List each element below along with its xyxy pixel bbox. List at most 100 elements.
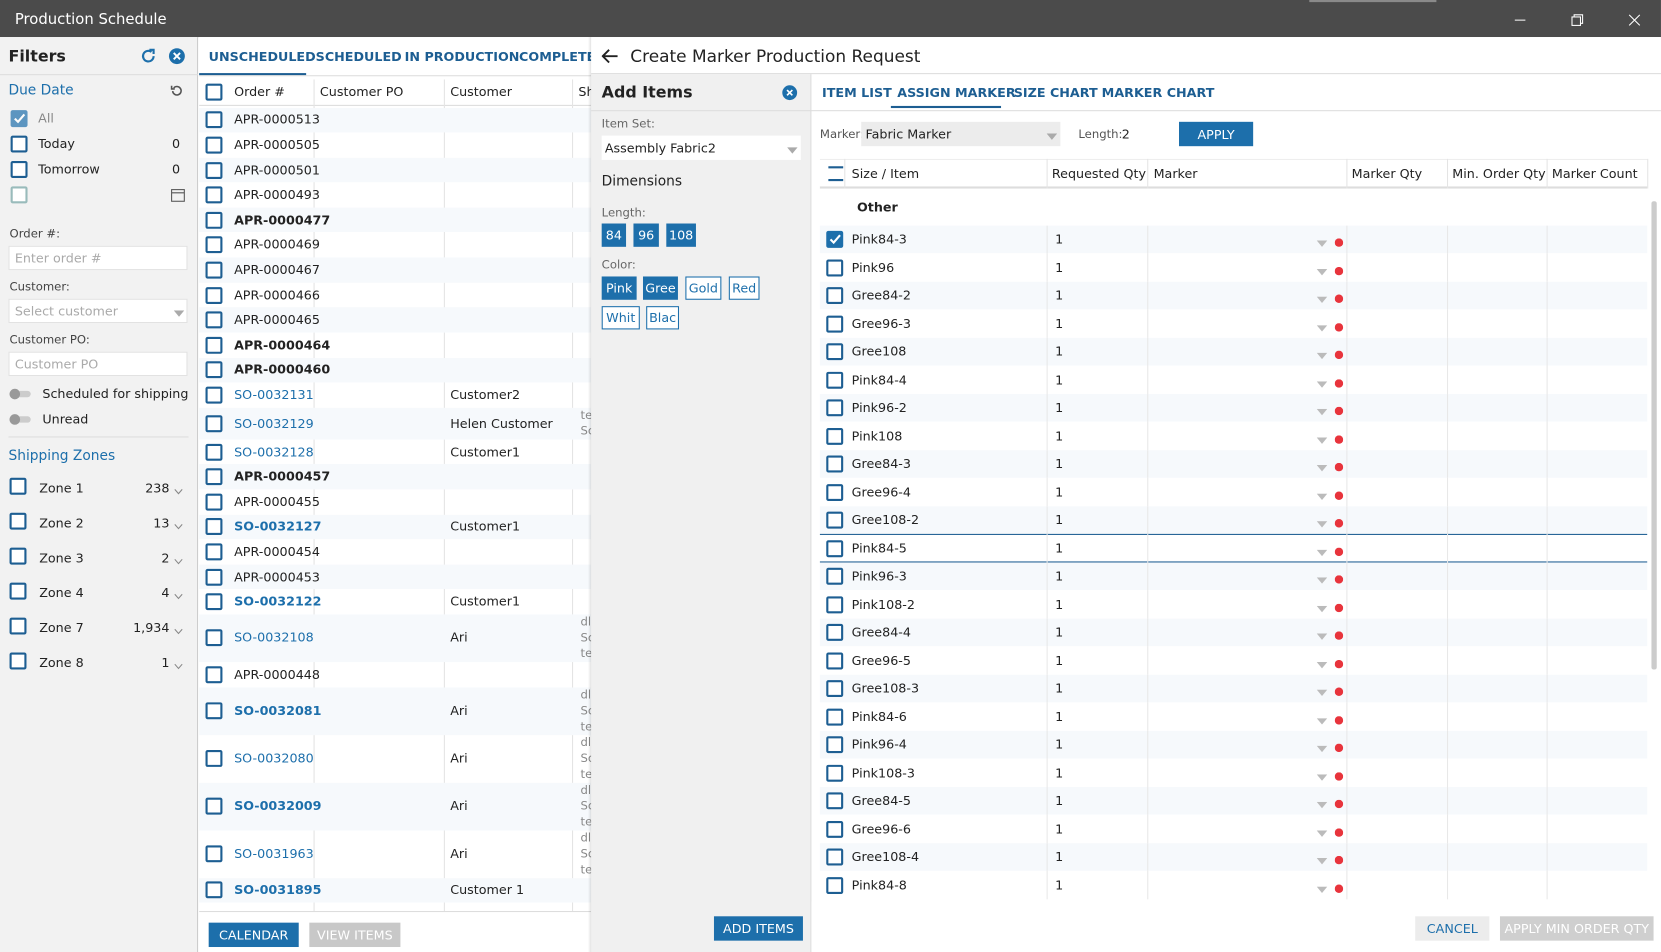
order-number[interactable]: SO-0032080	[234, 750, 314, 766]
marker-dropdown[interactable]	[1316, 826, 1328, 837]
marker-dropdown[interactable]	[1316, 349, 1328, 360]
checkbox[interactable]	[205, 83, 223, 101]
checkbox[interactable]	[826, 708, 844, 726]
orders-tab[interactable]: SCHEDULED	[315, 49, 402, 65]
input[interactable]	[8, 351, 188, 377]
checkbox[interactable]	[205, 518, 223, 536]
checkbox[interactable]	[9, 547, 27, 565]
checkbox[interactable]	[826, 820, 844, 838]
dropdown-arrow[interactable]	[173, 307, 185, 317]
orders-button[interactable]: CALENDAR	[208, 922, 299, 948]
back-arrow[interactable]	[601, 49, 619, 64]
order-number[interactable]: SO-0032128	[234, 444, 314, 459]
checkbox[interactable]	[205, 211, 223, 229]
clear-filters-icon[interactable]	[168, 48, 185, 65]
close-add-items[interactable]	[782, 85, 798, 101]
checkbox[interactable]	[826, 876, 844, 894]
checkbox[interactable]	[826, 371, 844, 389]
checkbox[interactable]	[10, 186, 28, 204]
checkbox[interactable]	[205, 414, 223, 432]
zone-expand[interactable]	[174, 519, 184, 530]
marker-dropdown[interactable]	[1316, 264, 1328, 275]
checkbox[interactable]	[826, 343, 844, 361]
checkbox[interactable]	[826, 455, 844, 473]
reset-icon[interactable]	[169, 84, 184, 99]
marker-dropdown[interactable]	[1316, 601, 1328, 612]
chip[interactable]: Red	[728, 276, 760, 300]
checkbox[interactable]	[205, 749, 223, 767]
zone-expand[interactable]	[174, 624, 184, 635]
marker-dropdown[interactable]	[1316, 798, 1328, 809]
restore-button[interactable]	[1570, 13, 1585, 28]
refresh-icon[interactable]	[140, 48, 157, 65]
order-number[interactable]: SO-0032129	[234, 415, 314, 431]
close-button[interactable]	[1627, 13, 1642, 28]
checkbox[interactable]	[205, 593, 223, 611]
checkbox[interactable]	[826, 287, 844, 305]
checkbox[interactable]	[826, 399, 844, 417]
marker-dropdown[interactable]	[1316, 489, 1328, 500]
select[interactable]	[861, 121, 1061, 147]
chip[interactable]: Gree	[642, 276, 678, 300]
checkbox[interactable]	[826, 848, 844, 866]
checkbox[interactable]	[826, 483, 844, 501]
marker-tab[interactable]: ITEM LIST	[822, 85, 892, 101]
checkbox[interactable]	[826, 736, 844, 754]
checkbox[interactable]	[826, 567, 844, 585]
checkbox[interactable]	[205, 286, 223, 304]
checkbox[interactable]	[826, 680, 844, 698]
marker-dropdown[interactable]	[1316, 461, 1328, 472]
order-number[interactable]: SO-0032081	[234, 703, 322, 718]
input[interactable]	[8, 245, 188, 271]
checkbox[interactable]	[826, 539, 844, 557]
marker-dropdown[interactable]	[1316, 854, 1328, 865]
checkbox[interactable]	[205, 881, 223, 899]
zone-expand[interactable]	[174, 484, 184, 495]
chip[interactable]: 108	[666, 223, 696, 247]
chip[interactable]: 84	[601, 223, 627, 247]
checkbox[interactable]	[826, 511, 844, 529]
checkbox[interactable]	[826, 595, 844, 613]
checkbox[interactable]	[10, 110, 28, 128]
order-number[interactable]: SO-0032122	[234, 594, 322, 609]
checkbox[interactable]	[205, 111, 223, 129]
checkbox[interactable]	[205, 845, 223, 863]
marker-dropdown[interactable]	[1316, 433, 1328, 444]
checkbox[interactable]	[205, 261, 223, 279]
calendar-icon[interactable]	[171, 187, 186, 202]
marker-dropdown[interactable]	[1316, 573, 1328, 584]
marker-dropdown[interactable]	[1316, 629, 1328, 640]
apply-button[interactable]: APPLY	[1179, 121, 1254, 147]
order-number[interactable]: SO-0032131	[234, 387, 314, 403]
dropdown-arrow[interactable]	[787, 144, 798, 154]
zone-expand[interactable]	[174, 589, 184, 600]
add-items-button[interactable]: ADD ITEMS	[713, 916, 803, 941]
checkbox[interactable]	[9, 512, 27, 530]
zone-expand[interactable]	[174, 659, 184, 670]
checkbox[interactable]	[10, 135, 28, 153]
checkbox[interactable]	[9, 582, 27, 600]
checkbox[interactable]	[826, 427, 844, 445]
toggle[interactable]	[8, 388, 33, 401]
marker-dropdown[interactable]	[1316, 713, 1328, 725]
chip[interactable]: Pink	[601, 276, 637, 300]
checkbox[interactable]	[9, 652, 27, 670]
zone-expand[interactable]	[174, 554, 184, 565]
checkbox[interactable]	[10, 161, 28, 178]
select-all[interactable]	[827, 165, 844, 182]
checkbox[interactable]	[205, 443, 223, 461]
checkbox[interactable]	[826, 651, 844, 669]
checkbox[interactable]	[205, 665, 223, 683]
orders-tab[interactable]: COMPLETED	[519, 49, 606, 65]
checkbox[interactable]	[826, 258, 844, 276]
order-number[interactable]: SO-0032127	[234, 519, 322, 534]
marker-dropdown[interactable]	[1316, 292, 1328, 303]
orders-tab[interactable]: UNSCHEDULED	[208, 49, 316, 65]
checkbox[interactable]	[205, 543, 223, 561]
chip[interactable]: 96	[633, 223, 659, 247]
marker-dropdown[interactable]	[1316, 685, 1328, 696]
order-number[interactable]: SO-0032108	[234, 630, 314, 646]
order-number[interactable]: SO-0032009	[234, 798, 322, 814]
orders-tab[interactable]: IN PRODUCTION	[404, 49, 520, 65]
checkbox[interactable]	[205, 568, 223, 586]
